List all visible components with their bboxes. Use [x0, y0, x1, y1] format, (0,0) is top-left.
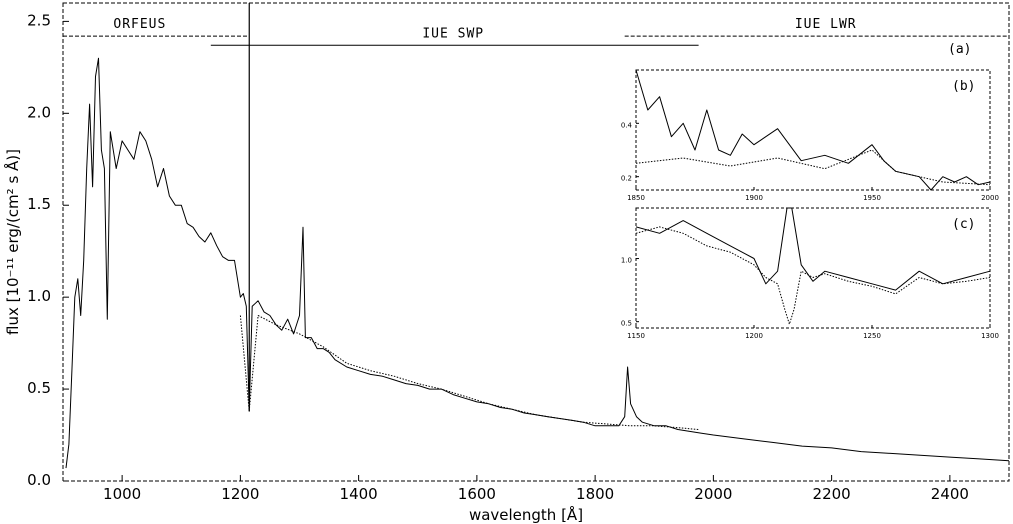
main-series-solid	[65, 57, 1010, 469]
inset-c-x-tick-label: 1200	[745, 332, 763, 340]
inset-c-panel-label: (c)	[952, 217, 975, 232]
inset-b-series-dotted	[635, 149, 991, 186]
main-series-group	[65, 57, 1010, 469]
inset-c-axis-ticks: 1150 1200 1250 1300 0.5 1.0	[621, 257, 999, 340]
inset-b-x-tick-label: 2000	[981, 194, 999, 202]
inset-c-y-tick-label: 0.5	[621, 320, 632, 328]
inset-c-series-dotted	[635, 226, 991, 325]
main-y-tick-label: 2.5	[27, 11, 51, 29]
inset-c-x-tick-label: 1250	[863, 332, 881, 340]
inset-b-y-tick-label: 0.2	[621, 175, 632, 183]
x-axis-label: wavelength [Å]	[469, 505, 583, 524]
main-x-tick-label: 1000	[103, 485, 141, 503]
inset-c-series-solid	[635, 207, 991, 291]
main-axis-ticks: 1000 1200 1400 1600 1800 2000 2200 2400 0.0 0.5 1.…	[27, 11, 969, 503]
inset-b-x-tick-label: 1900	[745, 194, 763, 202]
instrument-range-bars: ORFEUS IUE SWP IUE LWR	[63, 3, 1008, 412]
main-x-tick-label: 2000	[694, 485, 732, 503]
main-x-tick-label: 1400	[340, 485, 378, 503]
inset-b-series-solid	[635, 69, 991, 191]
y-axis-label: flux [10⁻¹¹ erg/(cm² s Å)]	[3, 149, 22, 335]
main-y-tick-label: 1.0	[27, 287, 51, 305]
main-plot-frame	[62, 2, 1010, 482]
main-x-tick-label: 2200	[813, 485, 851, 503]
main-x-tick-label: 1800	[576, 485, 614, 503]
inset-c-x-tick-label: 1150	[627, 332, 645, 340]
inset-b-axis-ticks: 1850 1900 1950 2000 0.2 0.4	[621, 121, 999, 202]
inset-c-y-tick-label: 1.0	[621, 257, 632, 265]
inset-b-y-tick-label: 0.4	[621, 121, 633, 129]
main-x-tick-label: 1600	[458, 485, 496, 503]
inset-b-series-group	[635, 69, 991, 191]
main-y-tick-label: 0.0	[27, 471, 51, 489]
main-x-tick-label: 2400	[931, 485, 969, 503]
inset-b-x-tick-label: 1850	[627, 194, 645, 202]
inset-b-panel-label: (b)	[952, 79, 975, 94]
range-label-0: ORFEUS	[113, 17, 166, 32]
inset-b-frame	[635, 69, 991, 191]
range-label-1: IUE SWP	[422, 26, 484, 41]
inset-b-x-tick-label: 1950	[863, 194, 881, 202]
inset-c-frame	[635, 207, 991, 329]
inset-c-series-group	[635, 207, 991, 325]
inset-c-x-tick-label: 1300	[981, 332, 999, 340]
range-label-2: IUE LWR	[795, 17, 857, 32]
main-y-tick-label: 0.5	[27, 379, 51, 397]
main-x-tick-label: 1200	[221, 485, 259, 503]
main-y-tick-label: 1.5	[27, 195, 51, 213]
inset-panel-b: 1850 1900 1950 2000 0.2 0.4 (b)	[621, 69, 999, 202]
panel-a-label: (a)	[948, 42, 971, 57]
inset-panel-c: 1150 1200 1250 1300 0.5 1.0 (c)	[621, 207, 999, 340]
main-y-tick-label: 2.0	[27, 103, 51, 121]
